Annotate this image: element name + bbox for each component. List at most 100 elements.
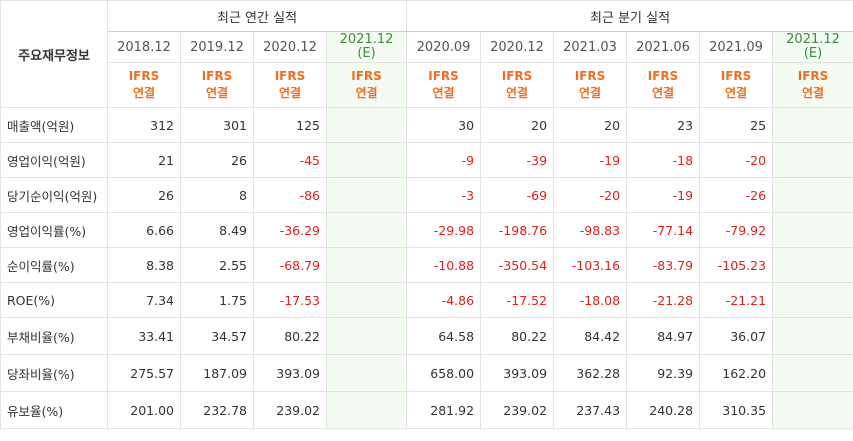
row-label: 당좌비율(%) <box>0 354 108 392</box>
quarterly-value-cell: -105.23 <box>699 247 774 283</box>
basis-bottom: 연결 <box>355 86 378 100</box>
annual-period-header: 2018.12 <box>107 31 181 63</box>
annual-value-cell: -68.79 <box>253 247 327 283</box>
quarterly-value-cell: -21.28 <box>626 282 701 318</box>
quarterly-value-cell <box>772 391 853 429</box>
annual-value-cell: 301 <box>180 107 254 143</box>
annual-period-header: 2021.12 (E) <box>325 31 408 63</box>
quarterly-value-cell: -39 <box>480 142 555 178</box>
basis-top: IFRS <box>428 69 459 83</box>
row-label: 유보율(%) <box>0 391 108 429</box>
annual-period-header: 2020.12 <box>253 31 327 63</box>
quarterly-value-cell: -350.54 <box>480 247 555 283</box>
quarterly-value-cell: -103.16 <box>553 247 628 283</box>
annual-value-cell: 34.57 <box>180 317 254 355</box>
quarterly-value-cell <box>772 247 853 283</box>
annual-value-cell: -86 <box>253 177 327 213</box>
quarterly-value-cell: 362.28 <box>553 354 628 392</box>
quarterly-period-header: 2021.09 <box>699 31 774 63</box>
row-label: 영업이익(억원) <box>0 142 108 178</box>
estimate-marker: (E) <box>803 46 823 61</box>
annual-value-cell: 125 <box>253 107 327 143</box>
quarterly-period-header: 2021.12 (E) <box>772 31 853 63</box>
ifrs-consolidated-label: IFRS 연결 <box>553 62 628 108</box>
basis-bottom: 연결 <box>651 86 675 100</box>
basis-bottom: 연결 <box>132 86 156 100</box>
quarterly-value-cell <box>772 177 853 213</box>
period-label: 2021.12 <box>339 32 394 47</box>
quarterly-period-header: 2020.09 <box>406 31 482 63</box>
basis-top: IFRS <box>351 69 382 83</box>
quarterly-value-cell: -83.79 <box>626 247 701 283</box>
quarterly-value-cell <box>772 142 853 178</box>
financial-summary-table: 주요재무정보 최근 연간 실적 최근 분기 실적 2018.12 2019.12 2… <box>0 0 853 429</box>
annual-period-header: 2019.12 <box>180 31 254 63</box>
quarterly-value-cell: -17.52 <box>480 282 555 318</box>
annual-value-cell <box>325 107 408 143</box>
quarterly-value-cell: -3 <box>406 177 482 213</box>
quarterly-value-cell: 84.97 <box>626 317 701 355</box>
ifrs-consolidated-label: IFRS 연결 <box>180 62 254 108</box>
annual-value-cell: 21 <box>107 142 181 178</box>
ifrs-consolidated-label: IFRS 연결 <box>772 62 853 108</box>
corner-label: 주요재무정보 <box>0 0 108 108</box>
quarterly-value-cell: 393.09 <box>480 354 555 392</box>
quarterly-value-cell: -29.98 <box>406 212 482 248</box>
quarterly-value-cell <box>772 317 853 355</box>
quarterly-value-cell: 658.00 <box>406 354 482 392</box>
annual-value-cell: 6.66 <box>107 212 181 248</box>
quarterly-value-cell: 162.20 <box>699 354 774 392</box>
quarterly-value-cell: -18.08 <box>553 282 628 318</box>
basis-top: IFRS <box>574 69 606 83</box>
table-row: 당기순이익(억원) 26 8 -86 -3 -69 -20 -19 -26 <box>0 177 853 213</box>
annual-value-cell: 26 <box>107 177 181 213</box>
quarterly-value-cell: 23 <box>626 107 701 143</box>
quarterly-value-cell: -18 <box>626 142 701 178</box>
quarterly-value-cell: -21.21 <box>699 282 774 318</box>
annual-value-cell: 187.09 <box>180 354 254 392</box>
quarterly-period-header: 2020.12 <box>480 31 555 63</box>
basis-top: IFRS <box>201 69 233 83</box>
row-label: 매출액(억원) <box>0 107 108 143</box>
basis-top: IFRS <box>128 69 160 83</box>
annual-value-cell: 239.02 <box>253 391 327 429</box>
quarterly-value-cell: 240.28 <box>626 391 701 429</box>
quarterly-value-cell: 25 <box>699 107 774 143</box>
row-label: 당기순이익(억원) <box>0 177 108 213</box>
table-row: 부채비율(%) 33.41 34.57 80.22 64.58 80.22 84.42 84.… <box>0 317 853 355</box>
annual-value-cell: 275.57 <box>107 354 181 392</box>
annual-value-cell: 232.78 <box>180 391 254 429</box>
basis-top: IFRS <box>797 69 829 83</box>
quarterly-period-header: 2021.06 <box>626 31 701 63</box>
annual-value-cell: 80.22 <box>253 317 327 355</box>
quarterly-value-cell: -98.83 <box>553 212 628 248</box>
basis-top: IFRS <box>274 69 306 83</box>
annual-group-header: 최근 연간 실적 <box>106 0 408 32</box>
basis-bottom: 연결 <box>432 86 455 100</box>
quarterly-period-header: 2021.03 <box>553 31 628 63</box>
quarterly-value-cell: -198.76 <box>480 212 555 248</box>
quarterly-value-cell: 36.07 <box>699 317 774 355</box>
quarterly-value-cell: -19 <box>626 177 701 213</box>
basis-bottom: 연결 <box>578 86 602 100</box>
ifrs-consolidated-label: IFRS 연결 <box>107 62 181 108</box>
quarterly-value-cell: -19 <box>553 142 628 178</box>
basis-bottom: 연결 <box>505 86 529 100</box>
annual-value-cell <box>325 391 408 429</box>
basis-bottom: 연결 <box>724 86 748 100</box>
table-row: 영업이익(억원) 21 26 -45 -9 -39 -19 -18 -20 <box>0 142 853 178</box>
basis-bottom: 연결 <box>205 86 229 100</box>
quarterly-value-cell: 92.39 <box>626 354 701 392</box>
quarterly-value-cell: -20 <box>553 177 628 213</box>
annual-value-cell <box>325 282 408 318</box>
annual-value-cell: -17.53 <box>253 282 327 318</box>
annual-value-cell <box>325 212 408 248</box>
basis-bottom: 연결 <box>278 86 302 100</box>
quarterly-value-cell <box>772 354 853 392</box>
quarterly-value-cell: -10.88 <box>406 247 482 283</box>
annual-value-cell: 8.49 <box>180 212 254 248</box>
quarterly-value-cell <box>772 212 853 248</box>
quarterly-value-cell: 237.43 <box>553 391 628 429</box>
quarterly-value-cell <box>772 282 853 318</box>
row-label: 부채비율(%) <box>0 317 108 355</box>
